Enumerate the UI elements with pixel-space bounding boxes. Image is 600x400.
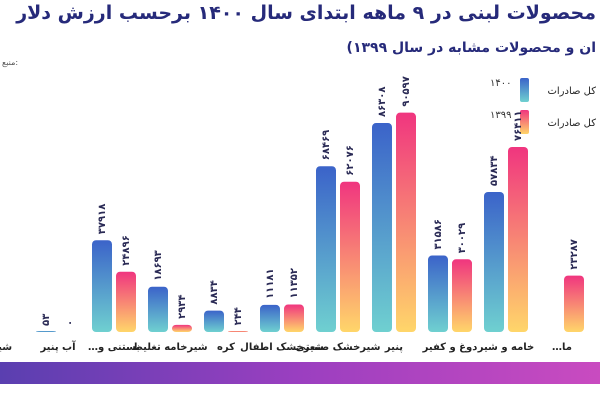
legend-swatch-1399 [520,110,529,134]
category-label-6: کره [217,342,235,353]
bar-۱۳۹۹-8 [116,271,136,332]
source-label: منبع: [2,58,19,67]
legend-swatch-1400 [520,78,529,102]
bar-۱۳۹۹-4 [340,181,360,332]
category-label-10: شیر [0,342,12,353]
bar-۱۳۹۹-0 [564,275,584,332]
legend-label-1399: کل صادرات [547,118,596,129]
data-label-۱۳۹۹-0: ۲۳۲۸۷ [569,239,580,270]
bar-۱۴۰۰-8 [92,240,112,332]
data-label-۱۴۰۰-1: ۵۷۸۳۴ [489,155,500,186]
legend-year-1400: ۱۴۰۰ [490,78,512,89]
bar-۱۳۹۹-6 [228,331,248,332]
data-label-۱۴۰۰-5: ۱۱۱۸۱ [265,268,276,299]
category-label-4: شیرخشک صنعتی [296,342,381,353]
category-label-2: دوغ و کفیر [422,342,478,353]
data-label-۱۳۹۹-6: ۲۴۴ [233,307,244,325]
bar-۱۴۰۰-5 [260,304,280,332]
chart-title: محصولات لبنی در ۹ ماهه ابتدای سال ۱۴۰۰ ب… [16,2,596,24]
bar-۱۴۰۰-1 [484,191,504,332]
legend-label-1400: کل صادرات [547,86,596,97]
bar-۱۴۰۰-3 [372,123,392,332]
data-label-۱۴۰۰-2: ۳۱۵۸۶ [433,219,444,250]
data-label-۱۴۰۰-6: ۸۸۳۴ [209,280,220,304]
data-label-۱۳۹۹-3: ۹۰۵۹۷ [401,76,412,107]
bar-۱۴۰۰-9 [36,331,56,332]
data-label-۱۴۰۰-4: ۶۸۴۶۹ [321,130,332,161]
legend-year-1399: ۱۳۹۹ [490,110,512,121]
bar-۱۳۹۹-5 [284,304,304,332]
data-label-۱۳۹۹-5: ۱۱۳۵۲ [289,268,300,299]
bar-۱۳۹۹-7 [172,324,192,332]
data-label-۱۳۹۹-7: ۲۹۳۴ [177,294,188,318]
data-label-۱۳۹۹-1: ۷۶۴۱۱ [513,110,524,141]
bar-۱۳۹۹-1 [508,147,528,332]
category-label-3: پنیر [384,342,403,353]
bar-۱۳۹۹-3 [396,112,416,332]
category-label-7: شیرخامه تغلیظ [132,342,207,353]
category-label-5: شیرخشک اطفال [240,342,324,353]
bar-۱۴۰۰-6 [204,310,224,332]
decorative-band [0,362,600,384]
category-label-9: آب پنیر [39,340,76,353]
data-label-۱۴۰۰-8: ۳۷۹۱۸ [97,204,108,235]
bar-۱۴۰۰-4 [316,166,336,332]
data-label-۱۳۹۹-8: ۲۴۸۹۶ [121,235,132,266]
bar-۱۴۰۰-7 [148,286,168,332]
category-label-0: ما… [552,342,572,353]
data-label-۱۳۹۹-2: ۳۰۰۲۹ [457,223,468,254]
category-label-8: بستنی و… [88,342,140,353]
data-label-۱۴۰۰-9: ۵۳ [41,314,52,326]
chart-subtitle: ان و محصولات مشابه در سال ۱۳۹۹) [346,40,596,56]
category-label-1: خامه و شیر [477,342,535,353]
bar-۱۳۹۹-2 [452,259,472,332]
data-label-۱۴۰۰-3: ۸۶۳۰۸ [377,87,388,118]
data-label-۱۴۰۰-7: ۱۸۶۹۳ [153,250,164,281]
bar-۱۴۰۰-2 [428,255,448,332]
data-label-۱۳۹۹-9: ۰ [65,320,76,326]
data-label-۱۳۹۹-4: ۶۲۰۷۶ [345,145,356,176]
